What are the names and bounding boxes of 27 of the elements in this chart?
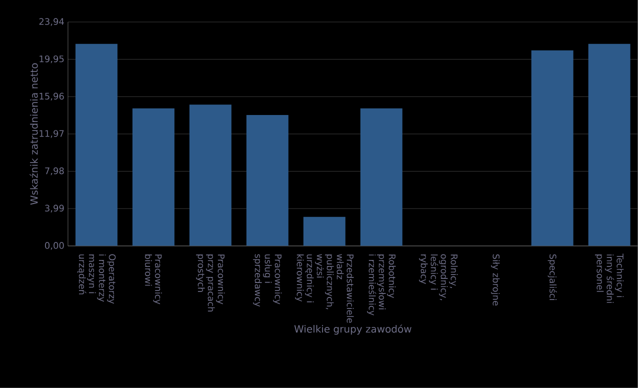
bar: [189, 104, 232, 246]
bar: [246, 115, 288, 246]
x-tick-label: Technicy i inny średni personel: [594, 254, 624, 303]
y-tick-label: 15,96: [40, 92, 64, 101]
x-tick-label: Przedstawiciele władz publicznych, wyżsi urzędnicy i kierownicy: [295, 254, 354, 323]
y-tick-label: 11,97: [40, 130, 64, 138]
y-tick-label: 3,99: [45, 204, 64, 213]
y-axis-title: Wskaźnik zatrudnienia netto: [30, 63, 38, 205]
x-tick-label: Robotnicy przemysłowi i rzemieślnicy: [367, 254, 396, 316]
bar: [132, 108, 174, 246]
bar: [303, 216, 346, 246]
bar: [588, 44, 630, 246]
y-tick-label: 23,94: [39, 18, 64, 26]
x-tick-label: Pracownicy biurowi: [144, 254, 162, 304]
x-tick-label: Siły zbrojne: [491, 254, 500, 306]
bar: [360, 108, 402, 246]
y-tick-label: 0,00: [45, 242, 64, 250]
x-axis-title: Wielkie grupy zawodów: [294, 324, 412, 335]
x-tick-label: Pracownicy przy pracach prostych: [196, 254, 225, 312]
x-tick-label: Rolnicy, ogrodnicy, leśnicy i rybacy: [419, 254, 458, 300]
bar: [531, 50, 574, 246]
x-tick-label: Pracownicy usług i sprzedawcy: [253, 254, 282, 307]
y-tick-label: 7,98: [45, 167, 64, 176]
x-tick-label: Specjaliści: [548, 254, 557, 300]
bar: [75, 44, 118, 246]
y-tick-label: 19,95: [40, 56, 64, 64]
x-tick-label: Operatorzy i monterzy maszyn i urządzeń: [77, 254, 116, 304]
